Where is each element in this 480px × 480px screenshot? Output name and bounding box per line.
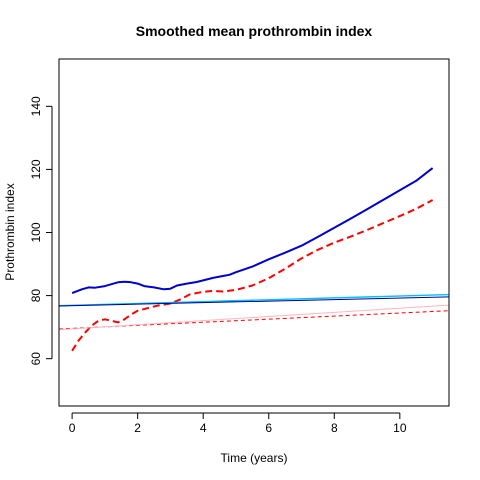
x-axis-label: Time (years) — [221, 451, 288, 465]
series-line-4 — [58, 296, 450, 307]
series-line-6 — [58, 304, 450, 331]
series-line-3 — [58, 293, 450, 307]
y-tick-label: 140 — [29, 96, 43, 116]
x-tick-label: 2 — [134, 421, 141, 435]
series-layer — [58, 167, 450, 352]
y-tick-label: 60 — [29, 352, 43, 366]
chart-title: Smoothed mean prothrombin index — [136, 23, 373, 39]
x-tick-label: 10 — [393, 421, 407, 435]
series-line-2 — [71, 199, 434, 352]
axes-layer: 0 2 4 6 8 10 60 80 100 120 140 — [29, 96, 407, 435]
x-tick-label: 8 — [331, 421, 338, 435]
y-axis-label: Prothrombin index — [3, 183, 17, 280]
plot-frame — [58, 58, 450, 407]
x-tick-label: 4 — [200, 421, 207, 435]
y-tick-label: 100 — [29, 222, 43, 242]
y-tick-label: 80 — [29, 289, 43, 303]
x-tick-label: 0 — [69, 421, 76, 435]
series-line-1 — [71, 167, 434, 295]
y-tick-label: 120 — [29, 159, 43, 179]
x-tick-label: 6 — [265, 421, 272, 435]
